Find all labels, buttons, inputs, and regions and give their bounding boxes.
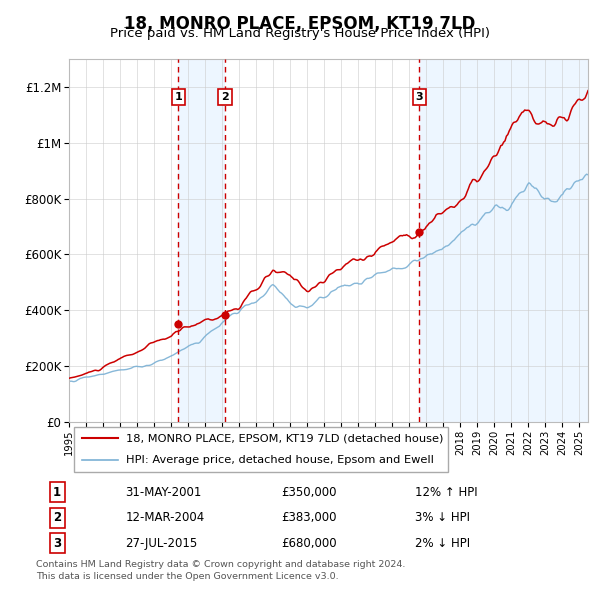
Text: 18, MONRO PLACE, EPSOM, KT19 7LD (detached house): 18, MONRO PLACE, EPSOM, KT19 7LD (detach… <box>126 433 443 443</box>
Text: 1: 1 <box>53 486 61 499</box>
Text: 2: 2 <box>53 511 61 525</box>
Text: 2% ↓ HPI: 2% ↓ HPI <box>415 537 470 550</box>
Text: 12% ↑ HPI: 12% ↑ HPI <box>415 486 478 499</box>
Text: 12-MAR-2004: 12-MAR-2004 <box>125 511 205 525</box>
Text: £680,000: £680,000 <box>281 537 337 550</box>
Text: 2: 2 <box>221 92 229 102</box>
Text: 1: 1 <box>175 92 182 102</box>
FancyBboxPatch shape <box>74 427 448 473</box>
Text: Price paid vs. HM Land Registry's House Price Index (HPI): Price paid vs. HM Land Registry's House … <box>110 27 490 40</box>
Text: 3: 3 <box>53 537 61 550</box>
Text: 27-JUL-2015: 27-JUL-2015 <box>125 537 197 550</box>
Bar <box>419 59 588 422</box>
Text: 3% ↓ HPI: 3% ↓ HPI <box>415 511 470 525</box>
Text: 31-MAY-2001: 31-MAY-2001 <box>125 486 202 499</box>
Text: £350,000: £350,000 <box>281 486 337 499</box>
Text: HPI: Average price, detached house, Epsom and Ewell: HPI: Average price, detached house, Epso… <box>126 455 434 466</box>
Text: 3: 3 <box>415 92 423 102</box>
Text: £383,000: £383,000 <box>281 511 337 525</box>
Bar <box>178 59 225 422</box>
Text: Contains HM Land Registry data © Crown copyright and database right 2024.
This d: Contains HM Land Registry data © Crown c… <box>36 560 406 581</box>
Text: 18, MONRO PLACE, EPSOM, KT19 7LD: 18, MONRO PLACE, EPSOM, KT19 7LD <box>124 15 476 33</box>
